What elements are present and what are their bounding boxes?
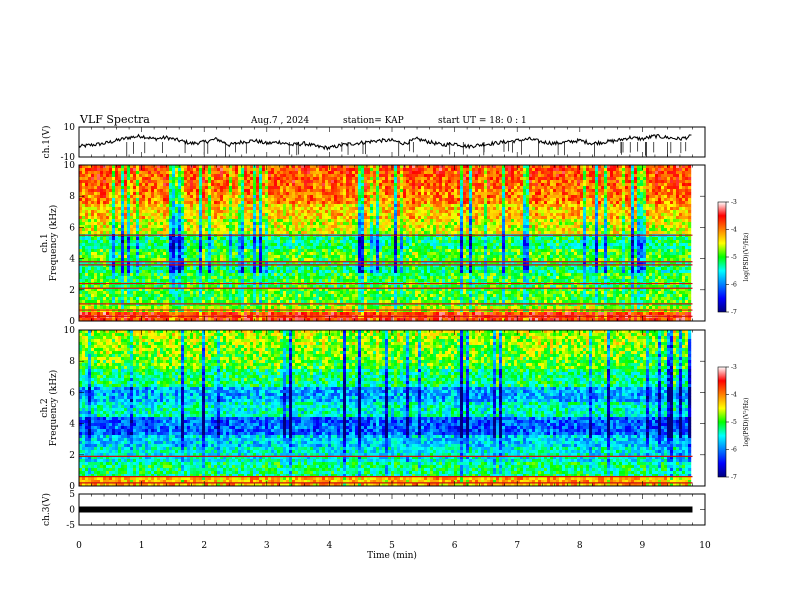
y-tick-label: 10 <box>64 161 76 171</box>
y-tick-label: 8 <box>69 357 75 367</box>
y-tick-label: 4 <box>69 420 75 430</box>
ch2-spectrogram-panel: 0 2 4 6 8 10 ch.2 Frequency (kHz) <box>40 326 706 492</box>
x-tick-label: 7 <box>514 541 520 551</box>
y-tick-label: 10 <box>64 123 76 133</box>
y-tick-label: 0 <box>69 317 75 327</box>
x-tick-label: 3 <box>264 541 270 551</box>
y-tick-label: 6 <box>69 223 75 233</box>
y-tick-label: -10 <box>61 153 76 163</box>
ch1-waveform-trace <box>78 133 692 151</box>
y-tick-label: 4 <box>69 255 75 265</box>
x-tick-label: 2 <box>201 541 207 551</box>
x-axis-label: Time (min) <box>367 550 417 561</box>
svg-text:ch.1(V): ch.1(V) <box>41 126 52 159</box>
x-tick-label: 6 <box>452 541 458 551</box>
ch1-colorbar-tick: -7 <box>731 309 737 316</box>
ch2-colorbar-label: log(PSD)(V²/Hz) <box>743 398 750 447</box>
x-tick-label: 4 <box>327 541 333 551</box>
date-label: Aug.7 , 2024 <box>250 116 309 126</box>
ch2-spectrogram-ylabel: ch.2 Frequency (kHz) <box>40 370 59 447</box>
y-tick-label: 10 <box>64 326 76 336</box>
ch2-colorbar-tick: -3 <box>731 364 737 371</box>
ch3-waveform-panel: 5 0 -5 ch.3(V) <box>41 490 706 531</box>
x-tick-label: 0 <box>76 541 82 551</box>
ch1-waveform-panel: 10 -10 ch.1(V) <box>41 123 706 163</box>
ch1-colorbar-tick: -6 <box>731 282 737 289</box>
ch1-waveform-ylabel: ch.1(V) <box>41 126 52 159</box>
y-tick-label: 8 <box>69 192 75 202</box>
y-tick-label: 2 <box>69 286 75 296</box>
ch2-spectrogram-cells <box>79 330 692 487</box>
y-tick-label: -5 <box>66 521 75 531</box>
x-tick-label: 5 <box>389 541 395 551</box>
ch1-colorbar-tick: -5 <box>731 254 737 261</box>
x-tick-label: 8 <box>577 541 583 551</box>
ch2-colorbar-tick: -5 <box>731 419 737 426</box>
ch2-colorbar <box>717 366 727 478</box>
x-tick-label: 10 <box>699 541 711 551</box>
ch1-spectrogram-ylabel: ch.1 Frequency (kHz) <box>40 205 59 282</box>
ch2-colorbar-tick: -7 <box>731 474 737 481</box>
start-time-label: start UT = 18: 0 : 1 <box>438 116 527 126</box>
ch3-waveform-ylabel: ch.3(V) <box>41 493 52 526</box>
ch1-colorbar-label: log(PSD)(V²/Hz) <box>743 233 750 282</box>
ch2-colorbar-tick: -4 <box>731 392 737 399</box>
time-axis: 0 1 2 3 4 5 6 7 8 9 10 Time (min) <box>76 541 711 561</box>
x-tick-label: 1 <box>139 541 145 551</box>
ch1-colorbar <box>717 201 727 313</box>
y-tick-label: 5 <box>69 490 75 500</box>
y-tick-label: 2 <box>69 451 75 461</box>
y-tick-label: 0 <box>69 482 75 492</box>
ch1-colorbar-tick: -4 <box>731 227 737 234</box>
ch1-spectrogram-cells <box>79 165 692 322</box>
ch1-colorbar-tick: -3 <box>731 199 737 206</box>
y-tick-label: 0 <box>69 506 75 516</box>
ch1-spectrogram-panel: 0 2 4 6 8 10 ch.1 Frequency (kHz) <box>40 161 706 327</box>
x-tick-label: 9 <box>640 541 646 551</box>
station-label: station= KAP <box>343 116 404 126</box>
y-tick-label: 6 <box>69 388 75 398</box>
ch2-colorbar-tick: -6 <box>731 447 737 454</box>
figure-title: VLF Spectra <box>79 113 150 126</box>
